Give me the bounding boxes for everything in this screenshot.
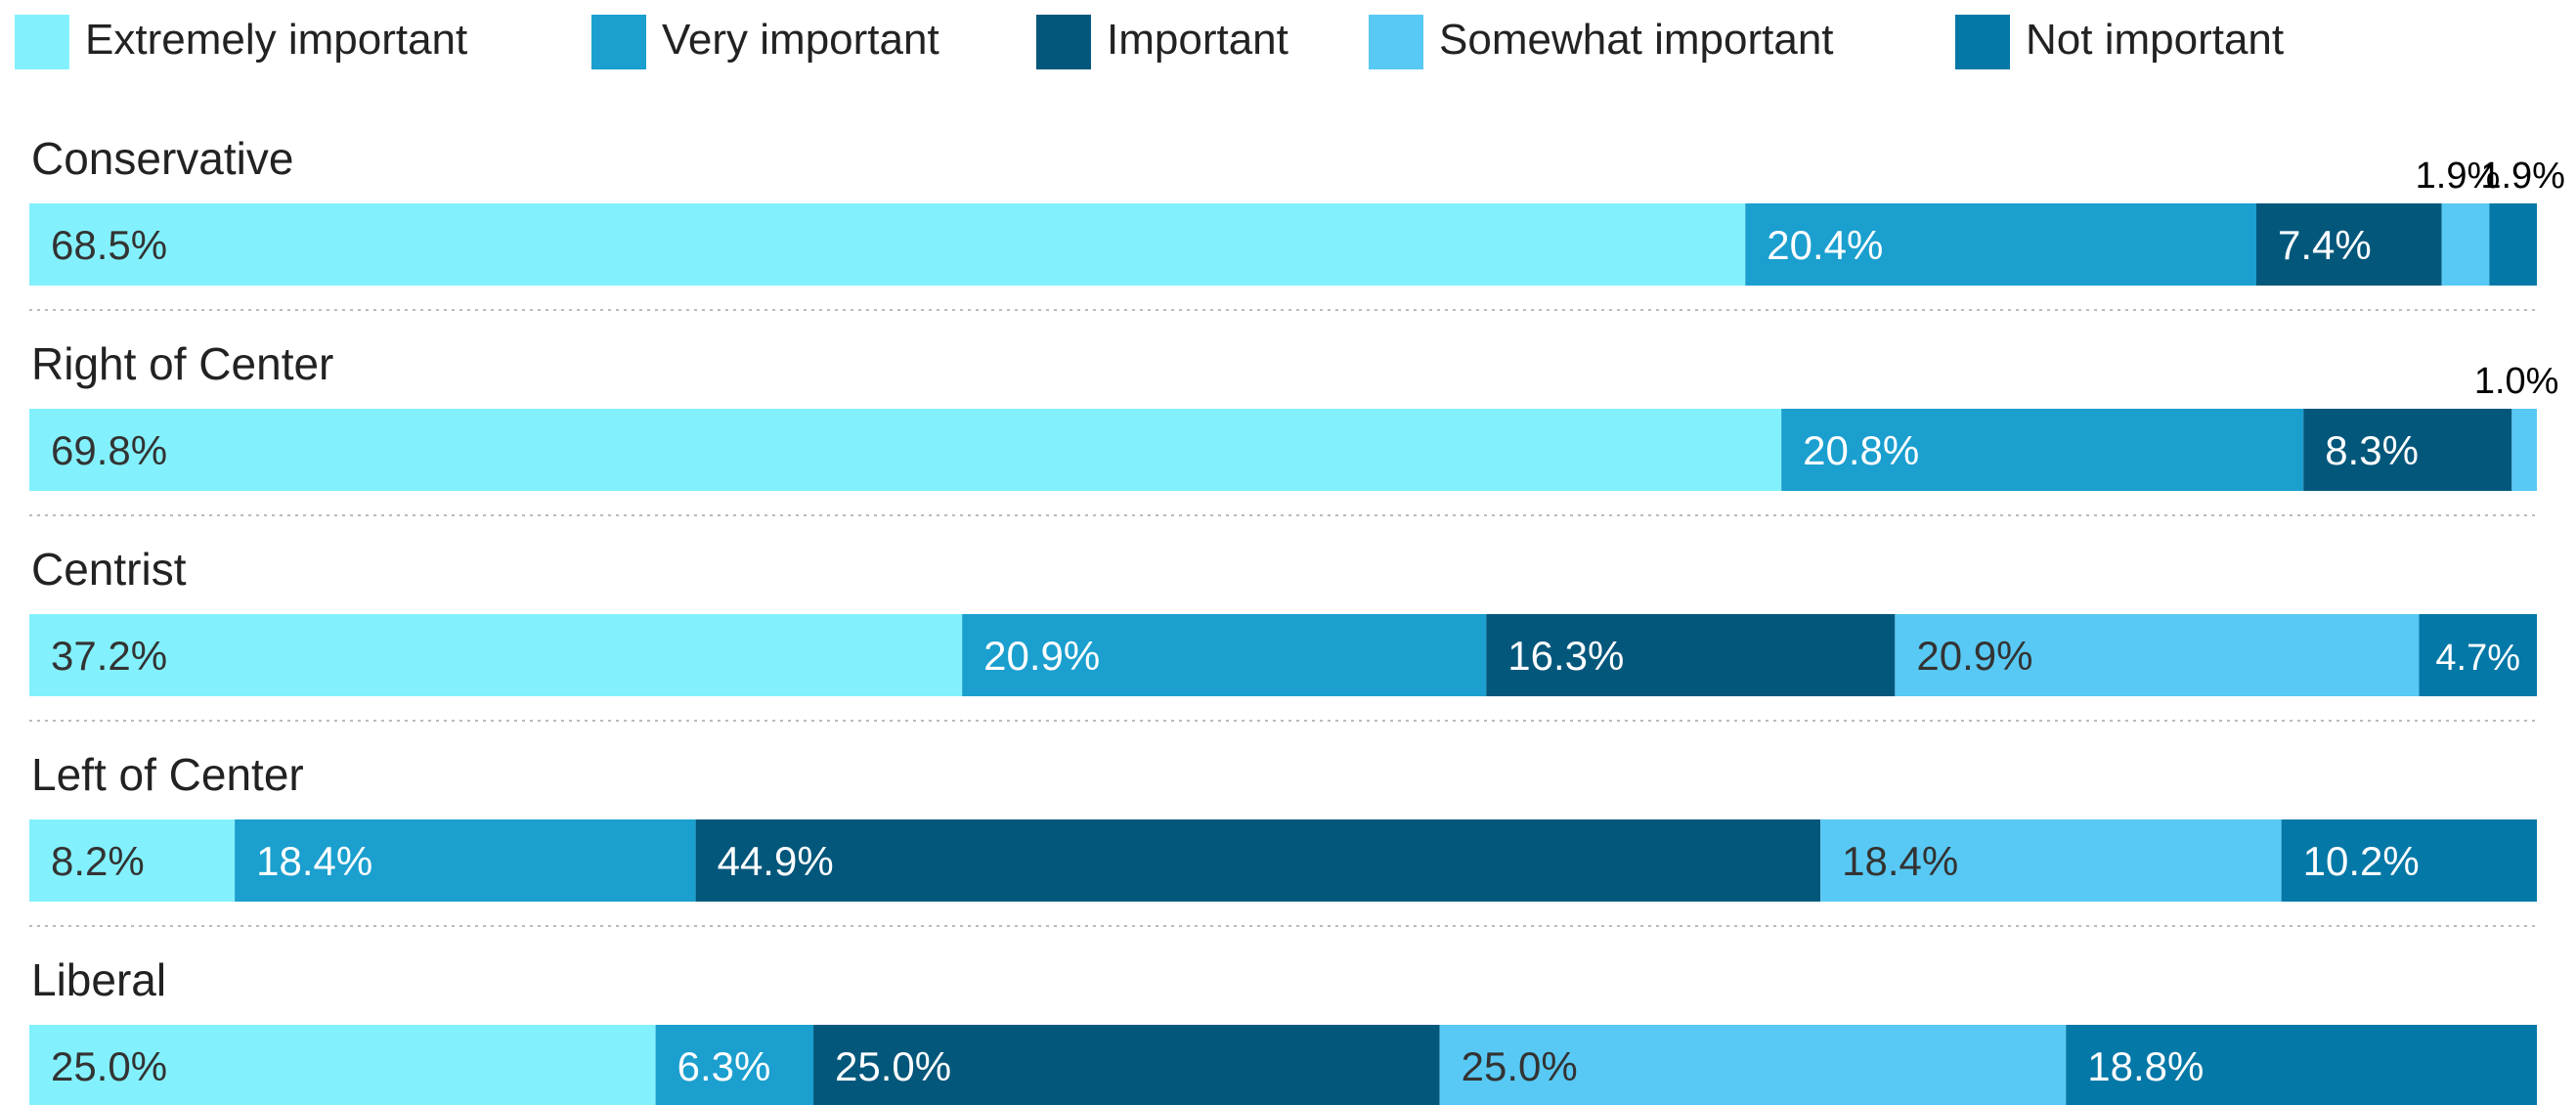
legend-label: Somewhat important (1439, 16, 1834, 64)
bar-segment-extremely-important (29, 409, 1782, 491)
data-label: 10.2% (2303, 838, 2420, 884)
data-label: 1.9% (2480, 155, 2565, 197)
data-label: 25.0% (1462, 1043, 1578, 1089)
bar-segment-somewhat-important (1439, 1025, 2067, 1105)
bar-segment-somewhat-important (1895, 614, 2420, 696)
legend-swatch (591, 15, 646, 69)
category-label: Right of Center (31, 338, 333, 389)
data-label: 68.5% (51, 222, 167, 268)
data-label: 20.9% (983, 633, 1100, 679)
bar-segment-extremely-important (29, 203, 1746, 286)
legend-label: Extremely important (85, 16, 467, 64)
category-label: Left of Center (31, 749, 304, 800)
data-label: 20.8% (1803, 427, 1919, 473)
bar-segment-very-important (1781, 409, 2304, 491)
data-label: 44.9% (718, 838, 834, 884)
legend-item-very-important: Very important (591, 15, 939, 69)
bar-segment-important (1486, 614, 1896, 696)
bar-segment-not-important (2489, 203, 2537, 286)
bar-segment-important (695, 819, 1821, 902)
row-liberal: Liberal 25.0% 6.3% 25.0% 25.0% 18.8% (29, 954, 2537, 1105)
data-label: 25.0% (835, 1043, 951, 1089)
bar-segment-extremely-important (29, 614, 963, 696)
legend: Extremely important Very important Importa… (15, 15, 2284, 69)
data-label: 7.4% (2278, 222, 2372, 268)
data-label: 1.9% (2416, 155, 2501, 197)
data-label: 18.4% (256, 838, 372, 884)
data-label: 1.0% (2474, 361, 2559, 402)
bar-segment-very-important (235, 819, 696, 902)
row-right-of-center: Right of Center 69.8% 20.8% 8.3% 1.0% (29, 338, 2559, 516)
data-label: 16.3% (1507, 633, 1624, 679)
category-label: Liberal (31, 954, 166, 1005)
legend-label: Not important (2026, 16, 2284, 64)
data-label: 69.8% (51, 427, 167, 473)
data-label: 25.0% (51, 1043, 167, 1089)
row-conservative: Conservative 68.5% 20.4% 7.4% 1.9%1.9% (29, 133, 2565, 311)
data-label: 18.8% (2087, 1043, 2204, 1089)
legend-item-somewhat-important: Somewhat important (1369, 15, 1834, 69)
legend-swatch (15, 15, 69, 69)
data-label: 4.7% (2435, 638, 2520, 679)
bar-segment-somewhat-important (2511, 409, 2537, 491)
legend-label: Very important (662, 16, 939, 64)
bar-segment-extremely-important (29, 1025, 656, 1105)
bar-segment-not-important (2281, 819, 2537, 902)
legend-item-extremely-important: Extremely important (15, 15, 467, 69)
data-label: 20.4% (1767, 222, 1883, 268)
bar-segment-important (2303, 409, 2512, 491)
category-label: Conservative (31, 133, 293, 184)
bar-segment-somewhat-important (2441, 203, 2490, 286)
bar-segment-somewhat-important (1820, 819, 2282, 902)
legend-swatch (1955, 15, 2010, 69)
bar-segment-not-important (2066, 1025, 2537, 1105)
bar-segment-very-important (1745, 203, 2257, 286)
data-label: 18.4% (1842, 838, 1958, 884)
bar-segment-very-important (962, 614, 1487, 696)
legend-item-important: Important (1036, 15, 1288, 69)
bar-segment-important (813, 1025, 1440, 1105)
data-label: 8.2% (51, 838, 145, 884)
data-label: 20.9% (1916, 633, 2032, 679)
bar-segment-very-important (655, 1025, 814, 1105)
row-left-of-center: Left of Center 8.2% 18.4% 44.9% 18.4% 10.2% (29, 749, 2537, 927)
bar-segment-extremely-important (29, 819, 236, 902)
legend-item-not-important: Not important (1955, 15, 2284, 69)
bar-segment-not-important (2419, 614, 2537, 696)
legend-label: Important (1107, 16, 1288, 64)
row-centrist: Centrist 37.2% 20.9% 16.3% 20.9% 4.7% (29, 544, 2537, 722)
chart-rows: Conservative 68.5% 20.4% 7.4% 1.9%1.9% Right … (29, 133, 2565, 1105)
legend-swatch (1036, 15, 1091, 69)
data-label: 6.3% (677, 1043, 771, 1089)
data-label: 37.2% (51, 633, 167, 679)
bar-segment-important (2256, 203, 2442, 286)
data-label: 8.3% (2325, 427, 2419, 473)
legend-swatch (1369, 15, 1423, 69)
category-label: Centrist (31, 544, 187, 595)
